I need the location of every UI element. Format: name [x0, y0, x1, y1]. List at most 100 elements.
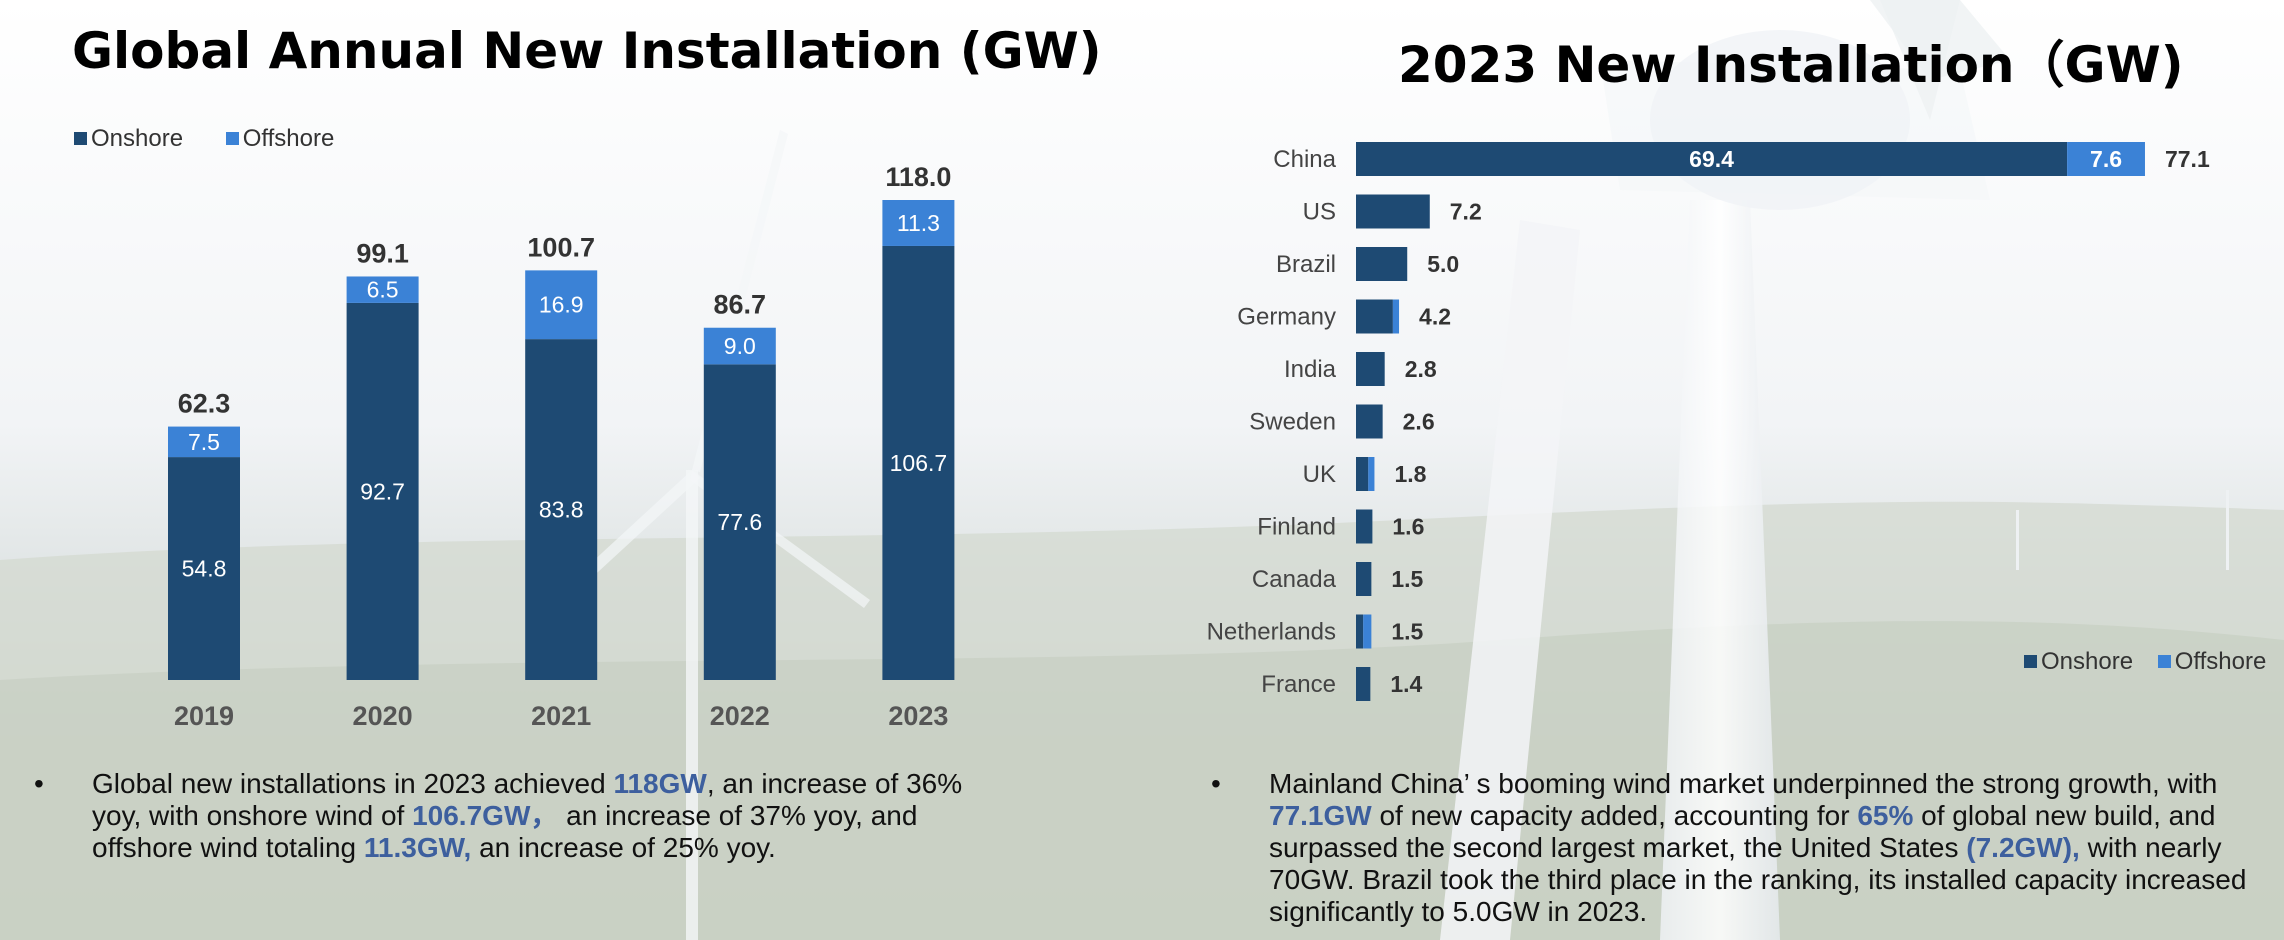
legend-label-onshore: Onshore [91, 124, 184, 152]
note-text: , an increase of 36% yoy, with onshore w… [92, 768, 963, 831]
total-label: 4.2 [1419, 304, 1451, 330]
total-label: 1.8 [1394, 461, 1426, 487]
legend-label-onshore: Onshore [2041, 647, 2134, 675]
y-tick-label: Canada [1252, 566, 1337, 593]
note-text: an increase of 25% yoy. [471, 832, 776, 863]
data-label-offshore: 7.6 [2090, 146, 2122, 172]
data-label-onshore: 69.4 [1689, 146, 1734, 172]
total-label: 77.1 [2165, 146, 2210, 172]
x-tick-label: 2021 [531, 701, 591, 731]
onshore-swatch [74, 132, 87, 145]
data-label-offshore: 11.3 [897, 210, 940, 236]
legend-label-offshore: Offshore [242, 124, 335, 152]
bar-onshore-brazil [1356, 247, 1408, 281]
y-tick-label: Netherlands [1207, 619, 1336, 646]
bar-onshore-india [1356, 352, 1385, 386]
legend-label-offshore: Offshore [2174, 647, 2267, 675]
offshore-swatch [225, 132, 239, 145]
right-chart-title: 2023 New Installation（GW) [1398, 36, 2184, 94]
total-label: 1.5 [1391, 566, 1423, 592]
china-market-note: • Mainland China’ s booming wind market u… [1211, 768, 2269, 928]
bar-offshore-2023 [882, 200, 955, 246]
highlight-text: 65% [1857, 800, 1914, 831]
total-label: 86.7 [714, 290, 767, 320]
y-tick-label: Finland [1257, 514, 1336, 541]
offshore-swatch [2157, 655, 2171, 668]
total-label: 100.7 [527, 232, 595, 262]
bar-offshore-2020 [346, 276, 419, 303]
y-tick-label: France [1261, 671, 1336, 698]
y-tick-label: Brazil [1276, 251, 1336, 278]
bar-onshore-netherlands [1356, 614, 1364, 649]
total-label: 7.2 [1450, 199, 1482, 225]
y-tick-label: US [1303, 199, 1336, 226]
bar-offshore-netherlands [1363, 614, 1372, 649]
y-tick-label: Sweden [1249, 409, 1336, 436]
legend-item-onshore: Onshore [74, 125, 183, 153]
left-chart-legend: Onshore Offshore [74, 124, 370, 153]
total-label: 1.5 [1391, 619, 1423, 645]
data-label-offshore: 9.0 [724, 333, 756, 359]
bar-onshore-2019 [168, 457, 240, 680]
bar-onshore-uk [1356, 457, 1369, 491]
bar-onshore-2021 [525, 339, 598, 680]
bar-onshore-2020 [346, 302, 419, 680]
bar-offshore-germany [1392, 299, 1400, 334]
bar-onshore-france [1356, 667, 1371, 701]
bar-offshore-2019 [168, 426, 240, 458]
bar-offshore-2022 [703, 327, 776, 365]
highlight-text: 118GW [613, 768, 707, 799]
note-text: of new capacity added, accounting for [1371, 800, 1858, 831]
data-label-onshore: 54.8 [182, 556, 227, 582]
y-tick-label: China [1273, 146, 1336, 173]
data-label-onshore: 106.7 [890, 450, 948, 476]
y-tick-label: UK [1303, 461, 1336, 488]
data-label-offshore: 16.9 [539, 292, 584, 318]
bar-onshore-us [1356, 194, 1430, 229]
left-chart-title: Global Annual New Installation (GW) [72, 22, 1102, 80]
bullet-marker: • [34, 768, 44, 799]
bar-offshore-uk [1368, 457, 1375, 491]
data-label-onshore: 77.6 [717, 509, 762, 535]
bar-onshore-2023 [882, 245, 955, 680]
legend-item-onshore: Onshore [2024, 648, 2133, 676]
y-tick-label: Germany [1237, 304, 1336, 331]
bar-onshore-china [1356, 142, 2068, 176]
y-tick-label: India [1284, 356, 1337, 383]
bar-onshore-2022 [703, 364, 776, 680]
country-installation-horizontal-bar-chart: China 69.4 7.6 77.1 US 7.2 Brazil 5.0 Germany 4.2… [1207, 142, 2210, 701]
bar-onshore-finland [1356, 509, 1373, 544]
bar-offshore-china [2067, 142, 2145, 176]
x-tick-label: 2023 [888, 701, 948, 731]
global-installation-stacked-bar-chart: 54.8 7.5 62.3 2019 92.7 6.5 99.1 2020 83.8 16.9 10… [168, 162, 955, 731]
right-chart-legend: Onshore Offshore [2024, 647, 2284, 676]
data-label-offshore: 6.5 [367, 277, 399, 303]
note-text: of global new build, and surpassed the s… [1269, 800, 2216, 863]
note-text: Global new installations in 2023 achieve… [92, 768, 614, 799]
bar-onshore-sweden [1356, 404, 1383, 439]
x-tick-label: 2020 [353, 701, 413, 731]
data-label-onshore: 83.8 [539, 497, 584, 523]
bar-onshore-canada [1356, 562, 1372, 596]
total-label: 62.3 [178, 389, 231, 419]
data-label-offshore: 7.5 [188, 429, 220, 455]
bullet-marker: • [1211, 768, 1221, 799]
note-text: with nearly 70GW. Brazil took the third … [1269, 832, 2247, 927]
total-label: 5.0 [1427, 251, 1459, 277]
note-text: Mainland China’ s booming wind market un… [1269, 768, 2218, 799]
total-label: 99.1 [356, 238, 409, 268]
onshore-swatch [2024, 655, 2037, 668]
highlight-text: 77.1GW [1269, 800, 1372, 831]
total-label: 1.4 [1390, 671, 1422, 697]
note-text: an increase of 37% yoy, and offshore win… [92, 800, 918, 863]
data-label-onshore: 92.7 [360, 478, 405, 504]
highlight-text: 106.7GW， [412, 800, 559, 831]
highlight-text: 11.3GW, [363, 832, 472, 863]
total-label: 2.8 [1405, 356, 1437, 382]
total-label: 1.6 [1392, 514, 1424, 540]
legend-item-offshore: Offshore [2157, 647, 2267, 676]
highlight-text: (7.2GW), [1966, 832, 2080, 863]
total-label: 2.6 [1403, 409, 1435, 435]
x-tick-label: 2022 [710, 701, 770, 731]
total-label: 118.0 [885, 162, 951, 192]
